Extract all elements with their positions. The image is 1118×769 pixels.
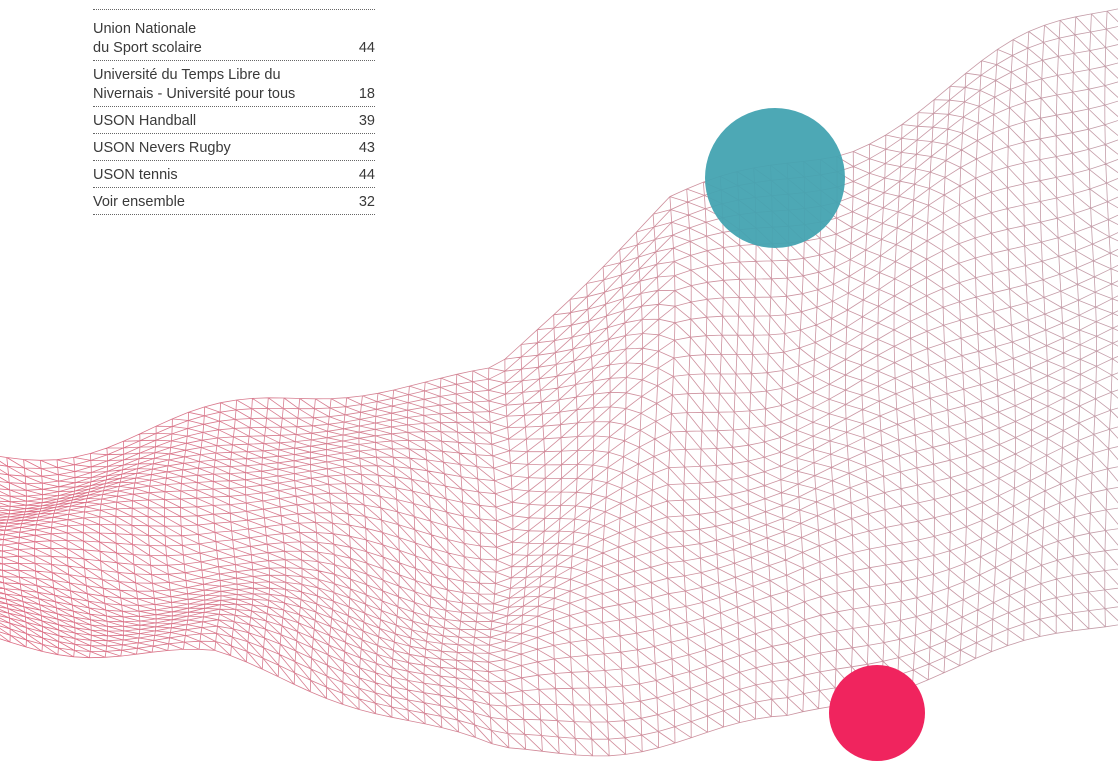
index-entry-page: 43 <box>358 140 375 156</box>
index-entry-line: Université du Temps Libre du <box>93 67 281 83</box>
pink-circle-decoration <box>829 665 925 761</box>
index-entry-name: USON tennis <box>93 166 178 185</box>
index-entry-line: USON tennis <box>93 167 178 183</box>
mesh-lines <box>0 8 1118 757</box>
index-entry-line: Union Nationale <box>93 21 197 37</box>
index-entry[interactable]: USON tennis 44 <box>93 161 375 188</box>
index-entry-name: USON Handball <box>93 112 196 131</box>
index-top-rule <box>93 0 375 10</box>
index-entry-line: Nivernais - Université pour tous <box>93 86 296 102</box>
index-entry-page: 44 <box>358 167 375 183</box>
index-entry-line: USON Nevers Rugby <box>93 140 231 156</box>
mesh-path <box>0 8 1118 757</box>
index-entry[interactable]: USON Nevers Rugby 43 <box>93 134 375 161</box>
index-list: Union Nationale du Sport scolaire 44 Uni… <box>93 0 375 215</box>
index-entry-name: USON Nevers Rugby <box>93 139 231 158</box>
index-entry-page: 18 <box>358 86 375 102</box>
index-entry[interactable]: USON Handball 39 <box>93 107 375 134</box>
index-entry-name: Union Nationale du Sport scolaire <box>93 20 202 58</box>
index-entry[interactable]: Voir ensemble 32 <box>93 188 375 215</box>
index-entry-line: du Sport scolaire <box>93 40 202 56</box>
index-entry-line: USON Handball <box>93 113 197 129</box>
index-entry-line: Voir ensemble <box>93 194 185 210</box>
index-entry[interactable]: Université du Temps Libre du Nivernais -… <box>93 61 375 107</box>
index-entry-page: 32 <box>358 194 375 210</box>
index-entry[interactable]: Union Nationale du Sport scolaire 44 <box>93 15 375 61</box>
index-entry-name: Voir ensemble <box>93 193 185 212</box>
index-entry-page: 39 <box>358 113 375 129</box>
index-entry-page: 44 <box>358 40 375 56</box>
teal-circle-decoration <box>705 108 845 248</box>
index-entry-name: Université du Temps Libre du Nivernais -… <box>93 66 295 104</box>
